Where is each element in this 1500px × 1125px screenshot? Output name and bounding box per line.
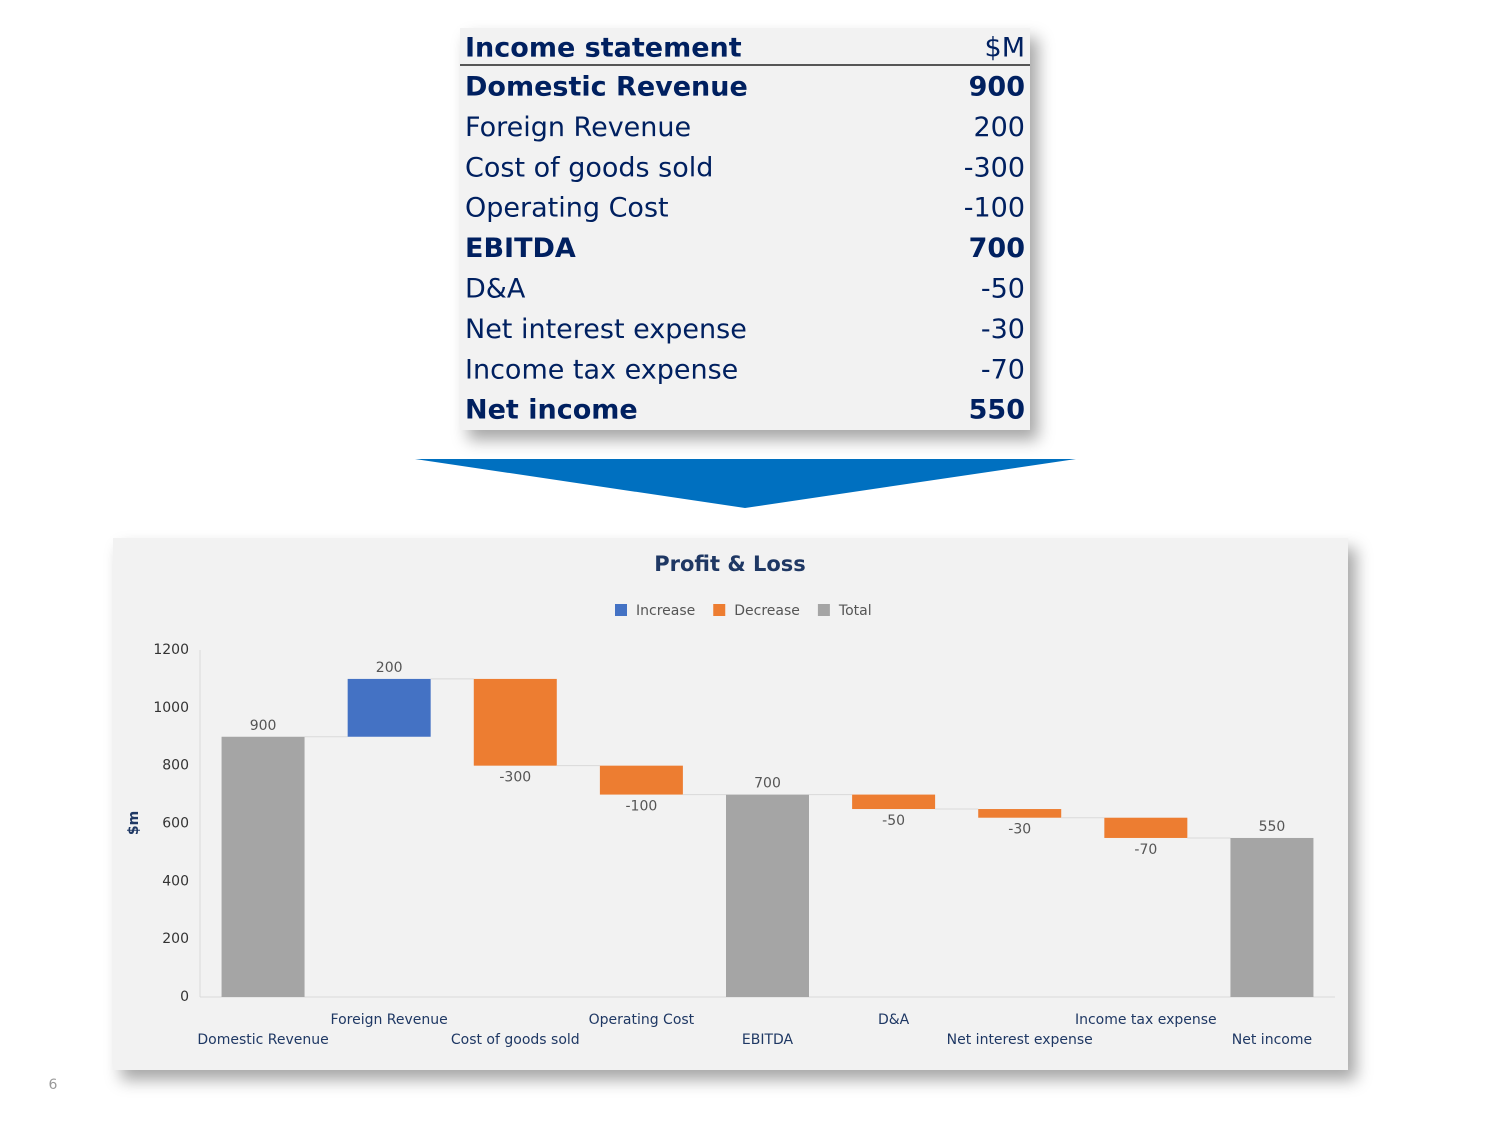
bar	[726, 794, 809, 997]
x-tick-label: Income tax expense	[1075, 1012, 1217, 1028]
data-label: -50	[882, 813, 905, 829]
row-value: -300	[964, 152, 1025, 183]
bar	[1104, 817, 1188, 838]
bar	[852, 794, 936, 810]
data-label: -100	[625, 799, 657, 815]
bar	[599, 765, 683, 795]
row-value: -30	[981, 314, 1025, 345]
bar	[347, 678, 431, 737]
legend-label: Increase	[636, 603, 695, 619]
y-tick-label: 1200	[153, 642, 189, 658]
arrow	[415, 459, 1076, 508]
bar	[473, 678, 557, 766]
row-label: Net income	[465, 395, 638, 426]
row-label: Foreign Revenue	[465, 112, 691, 143]
legend-swatch	[713, 604, 726, 616]
data-label: 550	[1259, 819, 1286, 835]
legend-label: Total	[838, 603, 872, 619]
row-value: 200	[973, 112, 1025, 143]
row-label: D&A	[465, 274, 526, 305]
chart-title: Profit & Loss	[654, 552, 806, 576]
table-unit: $M	[985, 33, 1025, 64]
row-label: Net interest expense	[465, 314, 747, 345]
x-tick-label: Cost of goods sold	[451, 1032, 580, 1048]
y-tick-label: 1000	[153, 700, 189, 716]
bar	[978, 809, 1062, 818]
y-tick-label: 0	[180, 989, 189, 1005]
table-box	[460, 28, 1030, 430]
x-tick-label: Foreign Revenue	[331, 1012, 448, 1028]
data-label: -30	[1008, 822, 1031, 838]
legend-swatch	[817, 604, 830, 616]
row-value: 900	[969, 72, 1025, 103]
x-tick-label: Operating Cost	[589, 1012, 695, 1028]
legend-label: Decrease	[734, 603, 800, 619]
x-tick-label: Domestic Revenue	[197, 1032, 328, 1048]
row-value: -100	[964, 193, 1025, 224]
y-tick-label: 400	[162, 873, 189, 889]
bar	[221, 736, 305, 997]
y-tick-label: 800	[162, 758, 189, 774]
data-label: -300	[499, 770, 531, 786]
row-label: Domestic Revenue	[465, 72, 748, 103]
row-value: 700	[969, 233, 1025, 264]
y-tick-label: 200	[162, 931, 189, 947]
row-label: Cost of goods sold	[465, 152, 713, 183]
table-title: Income statement	[465, 33, 742, 64]
page-number: 6	[49, 1077, 58, 1093]
row-label: Income tax expense	[465, 354, 738, 385]
data-label: 200	[376, 660, 403, 676]
row-label: Operating Cost	[465, 193, 669, 224]
row-label: EBITDA	[465, 233, 576, 264]
legend-swatch	[615, 604, 627, 616]
row-value: -70	[981, 354, 1025, 385]
row-value: -50	[981, 274, 1025, 305]
x-tick-label: D&A	[878, 1012, 910, 1028]
data-label: 700	[754, 776, 781, 792]
x-tick-label: Net interest expense	[947, 1032, 1093, 1048]
data-label: 900	[250, 718, 277, 734]
y-axis-label: $m	[126, 811, 142, 835]
y-tick-label: 600	[162, 816, 189, 832]
bar	[1230, 837, 1314, 997]
data-label: -70	[1134, 842, 1157, 858]
x-tick-label: EBITDA	[742, 1032, 794, 1048]
x-tick-label: Net income	[1232, 1032, 1312, 1048]
row-value: 550	[969, 395, 1025, 426]
